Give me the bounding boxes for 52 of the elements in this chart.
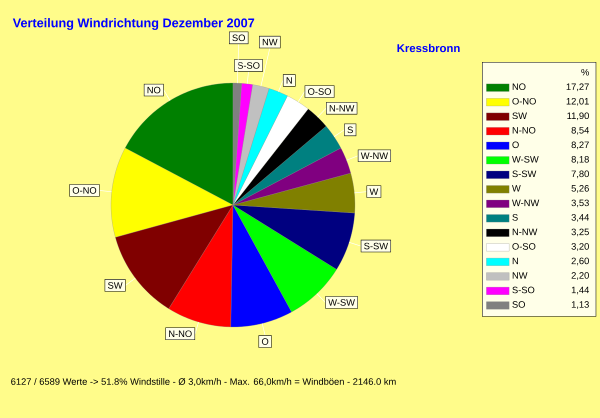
data-label: 3,20 (571, 243, 589, 251)
legend-label: W (512, 185, 521, 192)
data-label: 8,18 (572, 156, 589, 164)
slice-label: W-NW (360, 152, 388, 159)
legend-title: % (581, 68, 589, 76)
legend-label: N-NW (512, 228, 538, 236)
legend-label: N-NO (512, 126, 536, 134)
slice-label: W-SW (328, 299, 355, 306)
data-label: 3,25 (571, 228, 589, 236)
data-label: 8,54 (572, 126, 590, 135)
legend-label: W-SW (512, 156, 539, 163)
data-label: 5,26 (572, 185, 589, 193)
data-label: 3,44 (571, 214, 590, 222)
legend-label: NO (512, 83, 526, 90)
text: 6127 / 6589 Werte -> 51.8% Windstille - Ø 3,0km/h - Max. 66,0km/h = Windböen - 2146.0 km (11, 378, 396, 386)
legend-label: O-NO (512, 98, 536, 105)
data-label: 2,20 (572, 272, 589, 280)
legend-label: S-SW (512, 170, 536, 178)
slice-label: N-NW (330, 105, 354, 112)
data-label: 17,27 (566, 83, 589, 92)
legend-label: SO (512, 301, 526, 308)
chart-title: Verteilung Windrichtung Dezember 2007 (12, 18, 254, 30)
slice-label: O (262, 338, 268, 345)
slice-label: O-SO (308, 88, 332, 95)
slice-label: W (370, 188, 378, 195)
legend-label: NW (512, 272, 528, 279)
text: Kressbronn (397, 44, 460, 52)
slice-label: SW (108, 282, 123, 289)
legend-label: O-SO (512, 243, 536, 250)
data-label: 7,80 (572, 170, 589, 178)
legend-label: SW (512, 112, 527, 120)
data-label: 1,13 (572, 301, 589, 309)
slice-label: S (348, 126, 353, 134)
data-label: 2,60 (572, 258, 589, 266)
legend-label: S-SO (512, 286, 534, 294)
data-label: 3,53 (571, 200, 589, 208)
slice-label: SO (232, 34, 246, 42)
data-label: 11,90 (567, 112, 589, 120)
slice-label: N-NO (169, 330, 192, 338)
legend-label: N (512, 258, 518, 264)
slice-label: S-SO (238, 62, 260, 69)
data-label: 1,44 (572, 286, 590, 294)
slice-label: N (286, 77, 292, 84)
legend-label: O (512, 142, 519, 148)
slice-label: S-SW (364, 242, 388, 250)
slice-label: NW (262, 38, 278, 46)
slice-label: NO (148, 86, 160, 94)
data-label: 8,27 (572, 142, 589, 150)
legend-label: S (512, 214, 518, 221)
slice-label: O-NO (72, 187, 96, 194)
legend-label: W-NW (512, 200, 540, 206)
data-label: 12,01 (566, 98, 589, 106)
